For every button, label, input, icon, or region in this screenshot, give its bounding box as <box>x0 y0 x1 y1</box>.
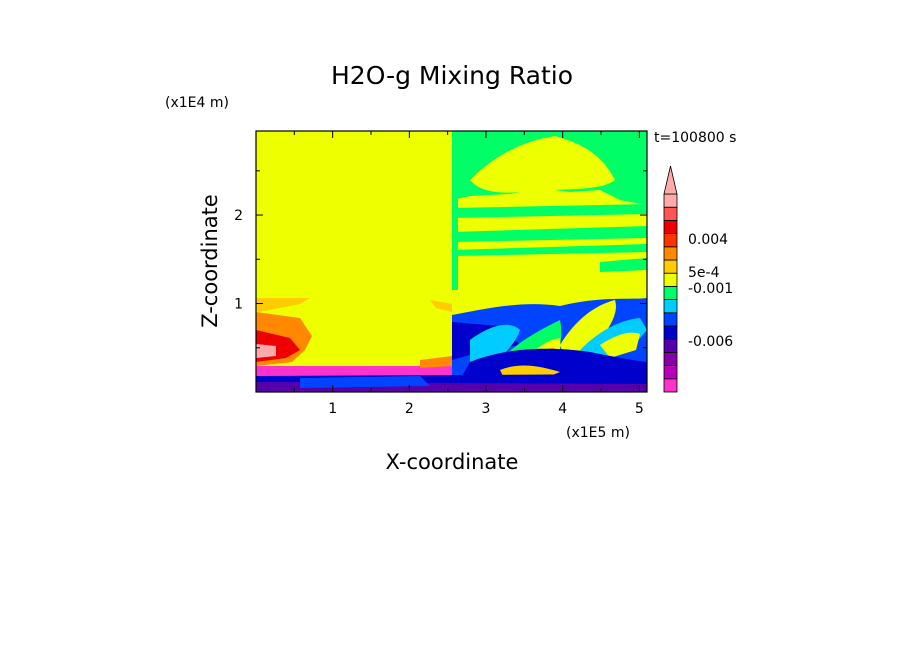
colorbar-segment <box>663 378 678 393</box>
x-tick-label: 2 <box>405 401 414 417</box>
contour-field <box>256 131 647 392</box>
colorbar-label: -0.006 <box>688 334 733 350</box>
colorbar-segment <box>663 285 678 300</box>
colorbar-segment <box>663 233 678 248</box>
y-scale-note: (x1E4 m) <box>165 95 229 111</box>
colorbar-label: 0.004 <box>688 232 728 248</box>
y-tick-label: 2 <box>234 208 243 224</box>
colorbar-segment <box>663 299 678 314</box>
colorbar-segment <box>663 365 678 380</box>
colorbar-extend-arrow <box>663 165 678 195</box>
colorbar-segment <box>663 325 678 340</box>
colorbar <box>663 165 678 393</box>
x-tick-label: 4 <box>558 401 567 417</box>
plot-frame <box>255 130 648 393</box>
colorbar-segment <box>663 259 678 274</box>
colorbar-segment <box>663 206 678 221</box>
colorbar-segment <box>663 246 678 261</box>
colorbar-segment <box>663 193 678 208</box>
colorbar-segment <box>663 351 678 366</box>
colorbar-label: -0.001 <box>688 281 733 297</box>
chart-title: H2O-g Mixing Ratio <box>331 61 573 90</box>
x-tick-label: 1 <box>328 401 337 417</box>
colorbar-label: 5e-4 <box>688 265 720 281</box>
axes-ticks: 1 2 3 4 5 1 2 <box>234 131 647 417</box>
y-tick-label: 1 <box>234 297 243 313</box>
x-scale-note: (x1E5 m) <box>566 425 630 441</box>
colorbar-labels: 0.004 5e-4 -0.001 -0.006 <box>688 232 733 350</box>
x-tick-label: 3 <box>482 401 491 417</box>
colorbar-segment <box>663 219 678 234</box>
colorbar-segment <box>663 338 678 353</box>
time-label: t=100800 s <box>654 130 736 146</box>
x-tick-label: 5 <box>635 401 644 417</box>
colorbar-segment <box>663 272 678 287</box>
colorbar-segment <box>663 312 678 327</box>
y-axis-label: Z-coordinate <box>198 194 222 328</box>
x-axis-label: X-coordinate <box>386 450 519 474</box>
